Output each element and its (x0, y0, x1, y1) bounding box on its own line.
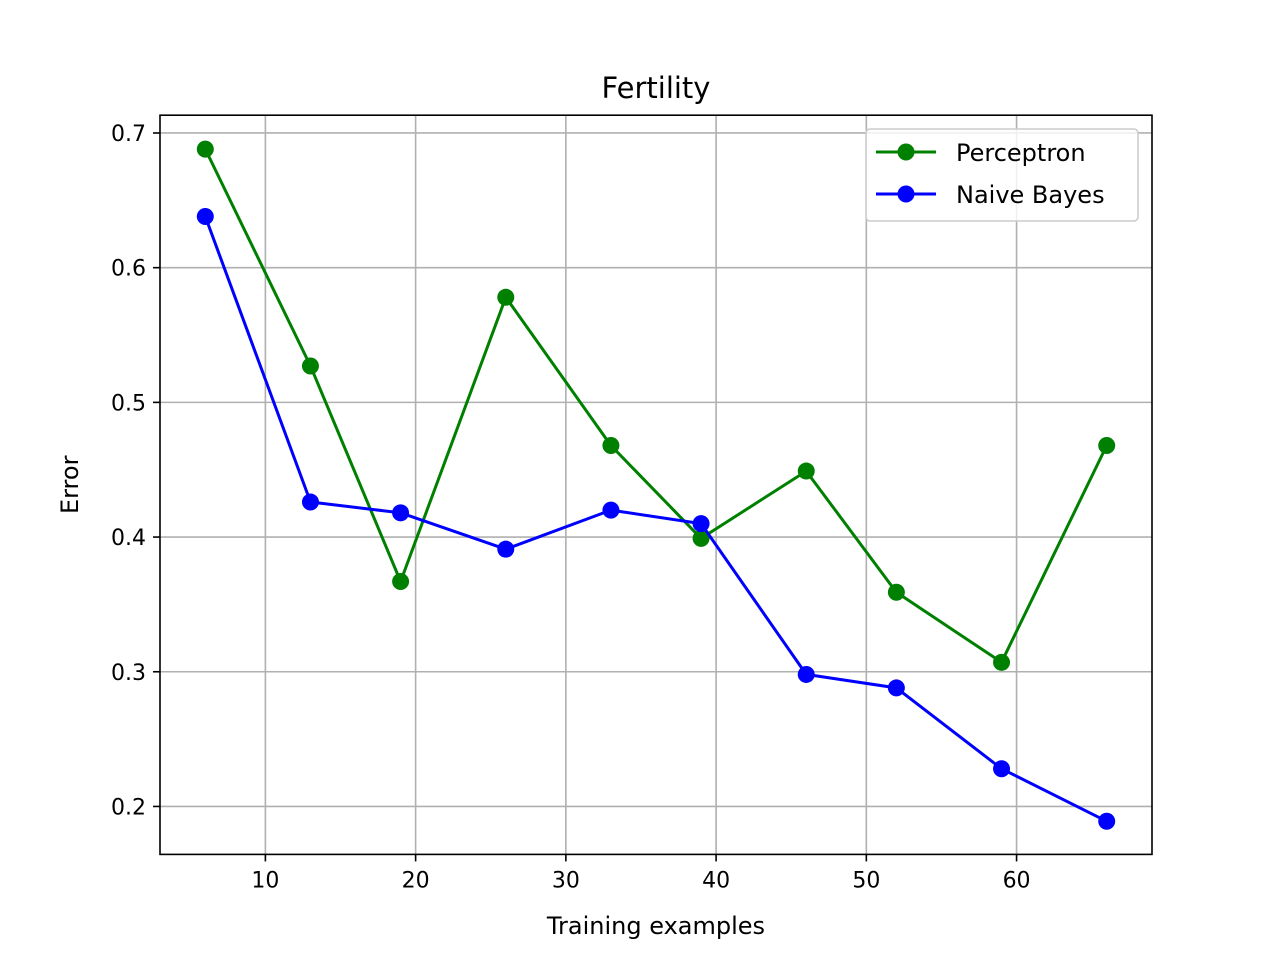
perceptron-point (301, 357, 319, 375)
plot-series (196, 140, 1116, 830)
chart-title: Fertility (602, 71, 711, 105)
naive-bayes-point (301, 493, 319, 511)
naive-bayes-point (196, 207, 214, 225)
naive-bayes-point (797, 665, 815, 683)
legend-perceptron-marker (897, 143, 915, 161)
legend-perceptron-label: Perceptron (956, 139, 1086, 167)
x-axis-label: Training examples (546, 912, 765, 940)
perceptron-point (196, 140, 214, 158)
perceptron-point (993, 653, 1011, 671)
naive-bayes-point (993, 760, 1011, 778)
legend-naive-bayes-label: Naive Bayes (956, 181, 1105, 209)
x-tick-label: 30 (552, 868, 580, 893)
naive-bayes-line (203, 215, 1108, 823)
perceptron-point (797, 462, 815, 480)
perceptron-point (602, 436, 620, 454)
legend-naive-bayes-marker (897, 185, 915, 203)
perceptron-point (692, 529, 710, 547)
grid (160, 115, 1152, 855)
y-axis-label: Error (56, 455, 84, 514)
perceptron-point (392, 573, 410, 591)
x-tick-label: 40 (702, 868, 730, 893)
naive-bayes-point (887, 679, 905, 697)
plot-frame (159, 114, 1153, 856)
y-tick-label: 0.7 (111, 122, 146, 147)
naive-bayes-point (692, 515, 710, 533)
naive-bayes-point (392, 504, 410, 522)
naive-bayes-point (497, 540, 515, 558)
perceptron-line (203, 148, 1109, 664)
y-tick-label: 0.6 (111, 257, 146, 282)
axis-ticks: 10 20 30 40 50 60 0.2 0.3 0.4 0.5 0.6 0.7 (111, 122, 1031, 893)
x-tick-label: 50 (852, 868, 880, 893)
x-tick-label: 10 (251, 868, 279, 893)
naive-bayes-point (602, 501, 620, 519)
y-tick-label: 0.4 (111, 526, 146, 551)
naive-bayes-point (1098, 812, 1116, 830)
x-tick-label: 60 (1003, 868, 1031, 893)
y-tick-label: 0.2 (111, 795, 146, 820)
perceptron-point (887, 583, 905, 601)
y-tick-label: 0.5 (111, 391, 146, 416)
perceptron-point (497, 288, 515, 306)
y-tick-label: 0.3 (111, 661, 146, 686)
perceptron-point (1098, 436, 1116, 454)
x-tick-label: 20 (402, 868, 430, 893)
legend: Perceptron Naive Bayes (865, 128, 1139, 222)
